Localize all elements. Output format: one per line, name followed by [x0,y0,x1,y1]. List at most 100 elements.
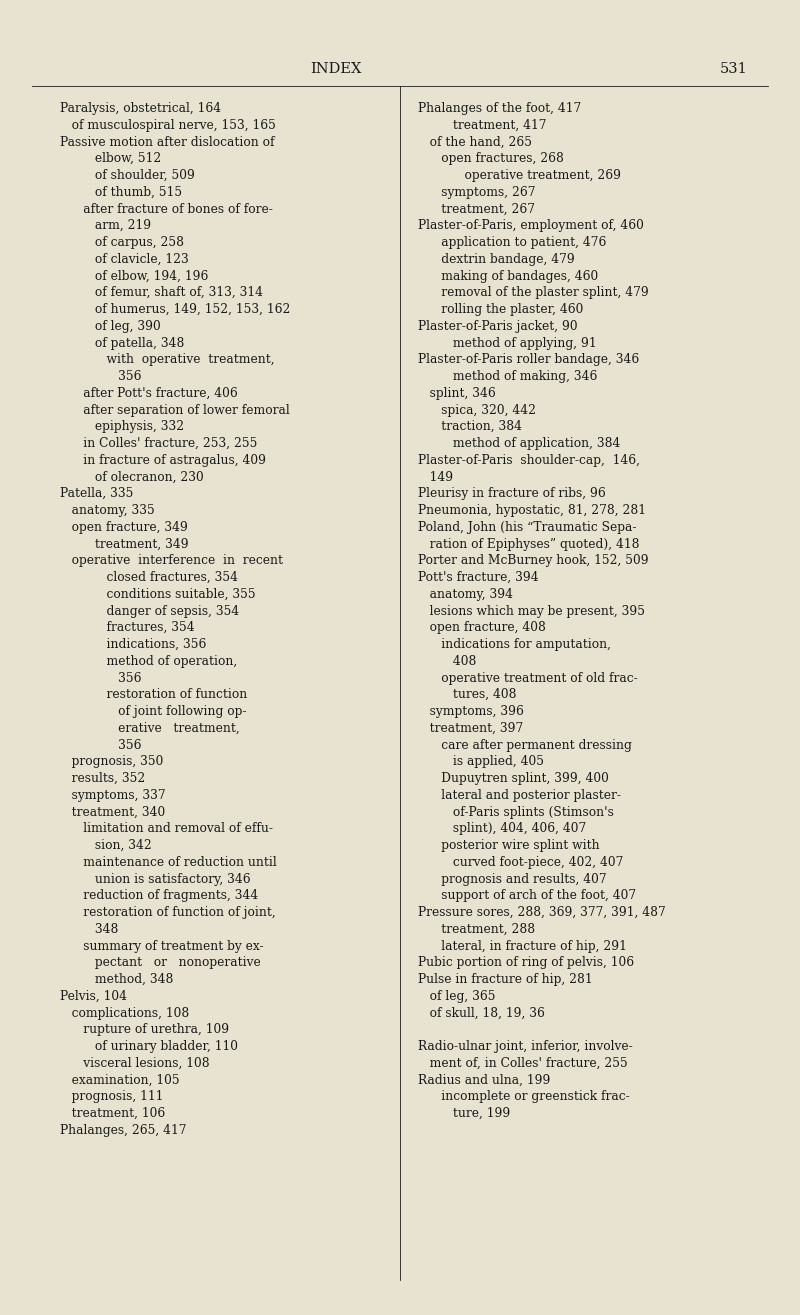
Text: method of application, 384: method of application, 384 [418,437,620,450]
Text: symptoms, 337: symptoms, 337 [60,789,166,802]
Text: of musculospiral nerve, 153, 165: of musculospiral nerve, 153, 165 [60,118,276,132]
Text: symptoms, 267: symptoms, 267 [418,185,535,199]
Text: 149: 149 [418,471,453,484]
Text: with  operative  treatment,: with operative treatment, [60,354,274,367]
Text: Pelvis, 104: Pelvis, 104 [60,990,127,1003]
Text: splint), 404, 406, 407: splint), 404, 406, 407 [418,822,586,835]
Text: of femur, shaft of, 313, 314: of femur, shaft of, 313, 314 [60,287,263,300]
Text: prognosis, 350: prognosis, 350 [60,755,163,768]
Text: Paralysis, obstetrical, 164: Paralysis, obstetrical, 164 [60,103,221,114]
Text: Plaster-of-Paris, employment of, 460: Plaster-of-Paris, employment of, 460 [418,220,644,233]
Text: tures, 408: tures, 408 [418,688,517,701]
Text: Pleurisy in fracture of ribs, 96: Pleurisy in fracture of ribs, 96 [418,488,606,500]
Text: Phalanges, 265, 417: Phalanges, 265, 417 [60,1124,186,1136]
Text: conditions suitable, 355: conditions suitable, 355 [60,588,256,601]
Text: dextrin bandage, 479: dextrin bandage, 479 [418,252,574,266]
Text: Passive motion after dislocation of: Passive motion after dislocation of [60,135,274,149]
Text: of urinary bladder, 110: of urinary bladder, 110 [60,1040,238,1053]
Text: epiphysis, 332: epiphysis, 332 [60,421,184,433]
Text: 348: 348 [60,923,118,936]
Text: of carpus, 258: of carpus, 258 [60,235,184,249]
Text: fractures, 354: fractures, 354 [60,621,194,634]
Text: is applied, 405: is applied, 405 [418,755,544,768]
Text: open fractures, 268: open fractures, 268 [418,153,564,166]
Text: rolling the plaster, 460: rolling the plaster, 460 [418,302,583,316]
Text: application to patient, 476: application to patient, 476 [418,235,606,249]
Text: 531: 531 [720,62,748,76]
Text: visceral lesions, 108: visceral lesions, 108 [60,1057,210,1069]
Text: Poland, John (his “Traumatic Sepa-: Poland, John (his “Traumatic Sepa- [418,521,637,534]
Text: reduction of fragments, 344: reduction of fragments, 344 [60,889,258,902]
Text: support of arch of the foot, 407: support of arch of the foot, 407 [418,889,636,902]
Text: 356: 356 [60,739,142,751]
Text: treatment, 349: treatment, 349 [60,538,189,551]
Text: method, 348: method, 348 [60,973,174,986]
Text: Radio-ulnar joint, inferior, involve-: Radio-ulnar joint, inferior, involve- [418,1040,633,1053]
Text: symptoms, 396: symptoms, 396 [418,705,524,718]
Text: lesions which may be present, 395: lesions which may be present, 395 [418,605,645,618]
Text: anatomy, 394: anatomy, 394 [418,588,513,601]
Text: lateral and posterior plaster-: lateral and posterior plaster- [418,789,621,802]
Text: after Pott's fracture, 406: after Pott's fracture, 406 [60,387,238,400]
Text: limitation and removal of effu-: limitation and removal of effu- [60,822,273,835]
Text: results, 352: results, 352 [60,772,146,785]
Text: Plaster-of-Paris  shoulder-cap,  146,: Plaster-of-Paris shoulder-cap, 146, [418,454,640,467]
Text: ture, 199: ture, 199 [418,1107,510,1120]
Text: Plaster-of-Paris jacket, 90: Plaster-of-Paris jacket, 90 [418,320,578,333]
Text: treatment, 417: treatment, 417 [418,118,546,132]
Text: in fracture of astragalus, 409: in fracture of astragalus, 409 [60,454,266,467]
Text: rupture of urethra, 109: rupture of urethra, 109 [60,1023,229,1036]
Text: method of applying, 91: method of applying, 91 [418,337,597,350]
Text: of olecranon, 230: of olecranon, 230 [60,471,204,484]
Text: Porter and McBurney hook, 152, 509: Porter and McBurney hook, 152, 509 [418,554,649,567]
Text: Radius and ulna, 199: Radius and ulna, 199 [418,1073,550,1086]
Text: treatment, 288: treatment, 288 [418,923,535,936]
Text: curved foot-piece, 402, 407: curved foot-piece, 402, 407 [418,856,623,869]
Text: open fracture, 349: open fracture, 349 [60,521,188,534]
Text: of humerus, 149, 152, 153, 162: of humerus, 149, 152, 153, 162 [60,302,290,316]
Text: indications, 356: indications, 356 [60,638,206,651]
Text: after separation of lower femoral: after separation of lower femoral [60,404,290,417]
Text: summary of treatment by ex-: summary of treatment by ex- [60,939,264,952]
Text: of-Paris splints (Stimson's: of-Paris splints (Stimson's [418,806,614,818]
Text: of elbow, 194, 196: of elbow, 194, 196 [60,270,208,283]
Text: of patella, 348: of patella, 348 [60,337,184,350]
Text: method of making, 346: method of making, 346 [418,370,598,383]
Text: incomplete or greenstick frac-: incomplete or greenstick frac- [418,1090,630,1103]
Text: prognosis, 111: prognosis, 111 [60,1090,163,1103]
Text: union is satisfactory, 346: union is satisfactory, 346 [60,872,250,885]
Text: of joint following op-: of joint following op- [60,705,246,718]
Text: care after permanent dressing: care after permanent dressing [418,739,632,751]
Text: operative treatment of old frac-: operative treatment of old frac- [418,672,638,685]
Text: indications for amputation,: indications for amputation, [418,638,611,651]
Text: Pubic portion of ring of pelvis, 106: Pubic portion of ring of pelvis, 106 [418,956,634,969]
Text: open fracture, 408: open fracture, 408 [418,621,546,634]
Text: arm, 219: arm, 219 [60,220,151,233]
Text: ment of, in Colles' fracture, 255: ment of, in Colles' fracture, 255 [418,1057,628,1069]
Text: Dupuytren splint, 399, 400: Dupuytren splint, 399, 400 [418,772,609,785]
Text: method of operation,: method of operation, [60,655,238,668]
Text: complications, 108: complications, 108 [60,1006,190,1019]
Text: danger of sepsis, 354: danger of sepsis, 354 [60,605,239,618]
Text: operative  interference  in  recent: operative interference in recent [60,554,283,567]
Text: Patella, 335: Patella, 335 [60,488,134,500]
Text: of thumb, 515: of thumb, 515 [60,185,182,199]
Text: splint, 346: splint, 346 [418,387,496,400]
Text: making of bandages, 460: making of bandages, 460 [418,270,598,283]
Text: pectant   or   nonoperative: pectant or nonoperative [60,956,261,969]
Text: 356: 356 [60,672,142,685]
Text: spica, 320, 442: spica, 320, 442 [418,404,536,417]
Text: restoration of function: restoration of function [60,688,247,701]
Text: INDEX: INDEX [310,62,362,76]
Text: erative   treatment,: erative treatment, [60,722,240,735]
Text: Pott's fracture, 394: Pott's fracture, 394 [418,571,538,584]
Text: in Colles' fracture, 253, 255: in Colles' fracture, 253, 255 [60,437,258,450]
Text: ration of Epiphyses” quoted), 418: ration of Epiphyses” quoted), 418 [418,538,639,551]
Text: sion, 342: sion, 342 [60,839,152,852]
Text: prognosis and results, 407: prognosis and results, 407 [418,872,606,885]
Text: treatment, 267: treatment, 267 [418,203,535,216]
Text: elbow, 512: elbow, 512 [60,153,162,166]
Text: Pulse in fracture of hip, 281: Pulse in fracture of hip, 281 [418,973,593,986]
Text: lateral, in fracture of hip, 291: lateral, in fracture of hip, 291 [418,939,627,952]
Text: Pressure sores, 288, 369, 377, 391, 487: Pressure sores, 288, 369, 377, 391, 487 [418,906,666,919]
